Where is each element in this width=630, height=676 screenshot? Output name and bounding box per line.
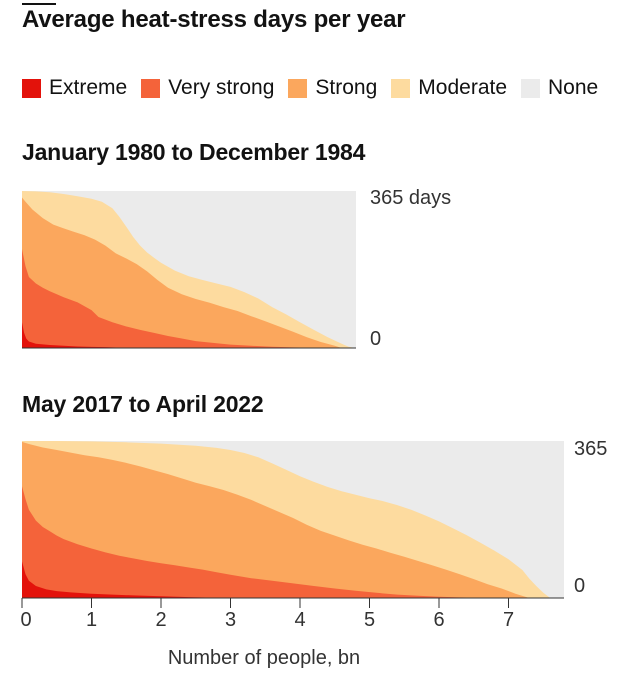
title-rule: [22, 3, 56, 5]
panel1-area-very-strong: [22, 249, 328, 348]
x-axis-label: Number of people, bn: [168, 647, 360, 669]
x-tick-label-5: 5: [364, 609, 375, 631]
panel1-area-strong: [22, 197, 342, 348]
panel2-area-very-strong: [22, 486, 502, 598]
panel1-title: January 1980 to December 1984: [22, 139, 366, 165]
panel1-ytick-label-1: 0: [370, 328, 381, 350]
legend-label-strong: Strong: [315, 76, 378, 99]
legend: Extreme Very strong Strong Moderate None: [22, 74, 612, 102]
legend-item-very-strong: Very strong: [141, 76, 274, 100]
legend-item-moderate: Moderate: [391, 76, 507, 100]
legend-item-none: None: [521, 76, 598, 100]
x-tick-label-7: 7: [503, 609, 514, 631]
chart-title: Average heat-stress days per year: [22, 6, 406, 33]
legend-label-moderate: Moderate: [418, 76, 508, 99]
panel2-area-strong: [22, 441, 530, 598]
legend-label-extreme: Extreme: [49, 76, 128, 99]
x-tick-label-4: 4: [294, 609, 305, 631]
legend-swatch-extreme: [22, 78, 41, 98]
x-axis: 0 1 2 3 4 5 6 7: [20, 598, 514, 631]
x-tick-label-1: 1: [86, 609, 97, 631]
legend-swatch-strong: [288, 78, 308, 98]
x-tick-label-3: 3: [225, 609, 236, 631]
panel1-area-extreme: [22, 322, 161, 348]
legend-item-extreme: Extreme: [22, 76, 127, 100]
panel1-chart: 365 days 0: [22, 187, 451, 350]
panel2-area-extreme: [22, 561, 231, 598]
legend-swatch-very-strong: [141, 78, 161, 98]
panel2-ytick-label-0: 365: [574, 438, 607, 460]
panel1-ytick-label-0: 365 days: [370, 187, 451, 209]
panel2-chart: 365 0: [22, 438, 607, 599]
legend-label-very-strong: Very strong: [168, 76, 275, 99]
x-tick-label-0: 0: [20, 609, 31, 631]
legend-swatch-none: [521, 78, 541, 98]
legend-item-strong: Strong: [288, 76, 377, 100]
x-tick-label-2: 2: [155, 609, 166, 631]
panel2-ytick-label-1: 0: [574, 575, 585, 597]
legend-swatch-moderate: [391, 78, 411, 98]
x-tick-label-6: 6: [433, 609, 444, 631]
legend-label-none: None: [548, 76, 599, 99]
panel2-title: May 2017 to April 2022: [22, 391, 264, 417]
